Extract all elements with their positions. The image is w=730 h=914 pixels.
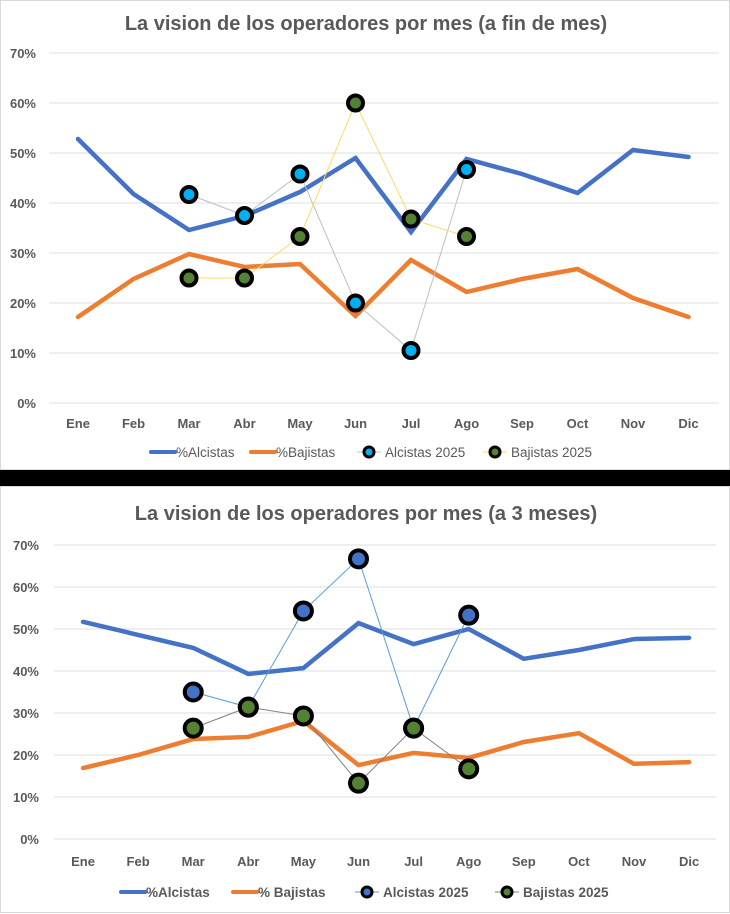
legend-item-pct-bajistas: %Bajistas	[249, 445, 336, 460]
y-tick-label: 10%	[10, 346, 36, 361]
chart-panel-3-meses: La vision de los operadores por mes (a 3…	[0, 486, 730, 913]
y-tick-label: 50%	[10, 146, 36, 161]
legend-swatch-marker	[500, 885, 514, 899]
data-point-bajistas-2025	[401, 209, 421, 229]
legend-item-alcistas-2025: Alcistas 2025	[357, 445, 465, 460]
x-tick-label: Nov	[621, 416, 646, 431]
y-tick-label: 20%	[10, 296, 36, 311]
x-tick-label: Sep	[510, 416, 534, 431]
x-tick-label: Abr	[233, 416, 255, 431]
y-tick-label: 40%	[13, 664, 39, 679]
legend-item-bajistas-2025: Bajistas 2025	[483, 445, 592, 460]
legend-swatch-marker	[360, 885, 374, 899]
y-tick-label: 30%	[13, 706, 39, 721]
series-line-pct-alcistas	[80, 619, 692, 677]
x-tick-label: Ago	[456, 854, 481, 869]
legend-label: % Bajistas	[258, 885, 326, 900]
y-tick-label: 60%	[13, 580, 39, 595]
legend-label: %Alcistas	[146, 885, 210, 900]
data-point-alcistas-2025	[292, 600, 314, 622]
x-tick-label: Oct	[568, 854, 590, 869]
legend-item-pct-alcistas: %Alcistas	[149, 445, 235, 460]
x-tick-label: Nov	[622, 854, 647, 869]
data-point-alcistas-2025	[290, 164, 310, 184]
y-tick-label: 30%	[10, 246, 36, 261]
y-tick-label: 70%	[10, 46, 36, 61]
data-point-bajistas-2025	[237, 696, 259, 718]
legend-label: Bajistas 2025	[523, 885, 609, 900]
series-connector-alcistas-2025	[188, 169, 467, 352]
data-point-bajistas-2025	[458, 758, 480, 780]
legend-item-bajistas-2025: Bajistas 2025	[495, 885, 609, 900]
data-point-bajistas-2025	[235, 268, 254, 288]
x-tick-label: May	[287, 416, 313, 431]
chart-3-meses: La vision de los operadores por mes (a 3…	[13, 503, 716, 900]
x-tick-label: Ene	[66, 416, 90, 431]
data-point-bajistas-2025	[182, 717, 204, 739]
series-connector-bajistas-2025	[189, 101, 467, 279]
chart-fin-de-mes: La vision de los operadores por mes (a f…	[10, 13, 719, 460]
series-line-pct-alcistas	[75, 136, 691, 236]
x-tick-label: Oct	[567, 416, 589, 431]
x-tick-label: Jun	[347, 854, 370, 869]
data-point-alcistas-2025	[458, 604, 480, 626]
series-line-pct-bajistas	[75, 251, 691, 320]
legend-label: %Bajistas	[276, 445, 336, 460]
y-tick-label: 10%	[13, 790, 39, 805]
chart-title: La vision de los operadores por mes (a f…	[125, 13, 607, 35]
x-tick-label: Sep	[512, 854, 536, 869]
legend-item-pct-alcistas: %Alcistas	[119, 885, 210, 900]
data-point-bajistas-2025	[292, 705, 314, 727]
data-point-bajistas-2025	[403, 717, 425, 739]
data-point-bajistas-2025	[290, 227, 310, 246]
x-tick-label: Feb	[122, 416, 145, 431]
data-point-alcistas-2025	[235, 206, 254, 225]
data-point-bajistas-2025	[457, 227, 476, 246]
y-tick-label: 50%	[13, 622, 39, 637]
legend-label: Alcistas 2025	[383, 885, 469, 900]
x-tick-label: Jul	[404, 854, 423, 869]
y-tick-label: 20%	[13, 748, 39, 763]
x-tick-label: Jun	[344, 416, 367, 431]
x-tick-label: Ene	[71, 854, 95, 869]
x-tick-label: Mar	[182, 854, 205, 869]
x-tick-label: Abr	[237, 854, 259, 869]
data-point-alcistas-2025	[346, 293, 365, 313]
x-tick-label: Dic	[678, 416, 698, 431]
legend-item-alcistas-2025: Alcistas 2025	[355, 885, 469, 900]
data-point-bajistas-2025	[348, 772, 369, 794]
chart-title: La vision de los operadores por mes (a 3…	[135, 503, 597, 525]
y-tick-label: 0%	[20, 832, 39, 847]
x-tick-label: Jul	[402, 416, 421, 431]
data-point-alcistas-2025	[348, 548, 369, 570]
legend-item-pct-bajistas: % Bajistas	[231, 885, 326, 900]
y-tick-label: 0%	[17, 396, 36, 411]
x-tick-label: Mar	[177, 416, 200, 431]
data-point-alcistas-2025	[457, 160, 476, 179]
legend-swatch-marker	[362, 445, 376, 459]
series-line-pct-bajistas	[80, 718, 692, 771]
data-point-alcistas-2025	[179, 185, 199, 204]
x-tick-label: May	[291, 854, 317, 869]
panel-divider	[0, 470, 730, 486]
data-point-alcistas-2025	[401, 341, 421, 360]
legend-swatch-marker	[488, 445, 502, 459]
x-tick-label: Feb	[127, 854, 150, 869]
y-tick-label: 40%	[10, 196, 36, 211]
data-point-bajistas-2025	[179, 268, 199, 288]
legend-label: Alcistas 2025	[385, 445, 465, 460]
data-point-alcistas-2025	[182, 681, 204, 703]
legend-label: %Alcistas	[176, 445, 235, 460]
y-tick-label: 70%	[13, 538, 39, 553]
x-tick-label: Ago	[454, 416, 479, 431]
chart-panel-fin-de-mes: La vision de los operadores por mes (a f…	[0, 0, 730, 470]
data-point-bajistas-2025	[346, 93, 365, 113]
x-tick-label: Dic	[679, 854, 699, 869]
y-tick-label: 60%	[10, 96, 36, 111]
legend-label: Bajistas 2025	[511, 445, 592, 460]
